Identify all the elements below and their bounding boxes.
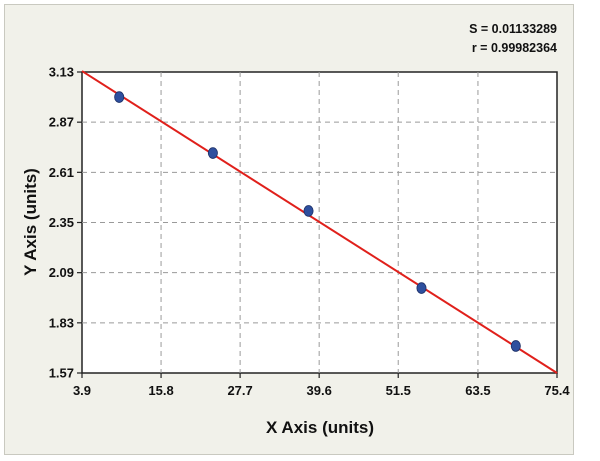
stat-s-annotation: S = 0.01133289 [469, 22, 557, 36]
x-tick-label: 39.6 [307, 383, 332, 398]
fit-line [81, 70, 558, 374]
x-tick-label: 75.4 [544, 383, 570, 398]
data-point [303, 205, 314, 217]
axis-ticks: 3.9 15.8 27.7 39.6 51.5 63.5 75.4 3.13 2.87 2.61 2… [49, 65, 571, 399]
x-tick-label: 51.5 [386, 383, 411, 398]
x-tick-label: 27.7 [227, 383, 252, 398]
x-tick-label: 63.5 [465, 383, 490, 398]
y-tick-label: 2.35 [49, 215, 74, 230]
x-tick-label: 3.9 [73, 383, 91, 398]
data-points [114, 91, 521, 352]
stat-r-annotation: r = 0.99982364 [472, 41, 557, 55]
data-point [416, 282, 427, 294]
y-tick-label: 2.09 [49, 265, 74, 280]
data-point [510, 340, 521, 352]
data-point [114, 91, 125, 103]
y-axis-title: Y Axis (units) [21, 168, 40, 276]
y-tick-label: 3.13 [49, 65, 74, 80]
y-tick-label: 2.87 [49, 115, 74, 130]
y-tick-label: 2.61 [49, 165, 74, 180]
x-tick-label: 15.8 [148, 383, 173, 398]
data-point [207, 147, 218, 159]
y-tick-label: 1.57 [49, 366, 74, 381]
x-axis-title: X Axis (units) [266, 418, 374, 437]
y-tick-label: 1.83 [49, 315, 74, 330]
